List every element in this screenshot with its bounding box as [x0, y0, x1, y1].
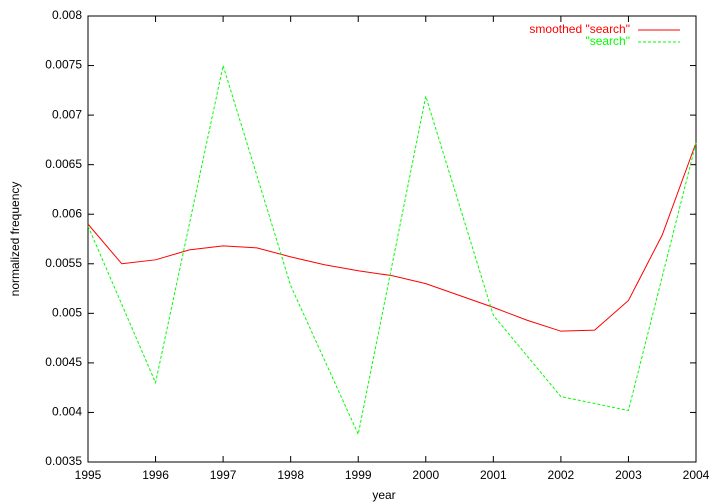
x-axis-label: year	[372, 488, 395, 502]
y-tick-label: 0.0055	[45, 256, 82, 270]
y-tick-label: 0.005	[52, 306, 82, 320]
y-tick-label: 0.0035	[45, 454, 82, 468]
x-tick-label: 2003	[615, 468, 642, 482]
x-tick-label: 2001	[480, 468, 507, 482]
legend-label: smoothed "search"	[529, 22, 630, 36]
y-tick-label: 0.0045	[45, 355, 82, 369]
plot-border	[87, 15, 697, 463]
y-tick-label: 0.004	[52, 405, 82, 419]
y-axis-label: normalized frequency	[8, 182, 22, 297]
line-series	[87, 142, 697, 332]
y-tick-label: 0.008	[52, 8, 82, 22]
x-tick-label: 1997	[210, 468, 237, 482]
x-tick-label: 1995	[75, 468, 102, 482]
x-tick-label: 1999	[345, 468, 372, 482]
y-tick-label: 0.0065	[45, 157, 82, 171]
y-tick-label: 0.0075	[45, 58, 82, 72]
x-tick-label: 2000	[412, 468, 439, 482]
line-series	[87, 63, 697, 436]
y-tick-label: 0.007	[52, 107, 82, 121]
x-tick-label: 2002	[548, 468, 575, 482]
legend-label: "search"	[585, 34, 630, 48]
y-tick-label: 0.006	[52, 206, 82, 220]
x-tick-label: 2004	[683, 468, 710, 482]
x-tick-label: 1998	[277, 468, 304, 482]
x-tick-label: 1996	[142, 468, 169, 482]
